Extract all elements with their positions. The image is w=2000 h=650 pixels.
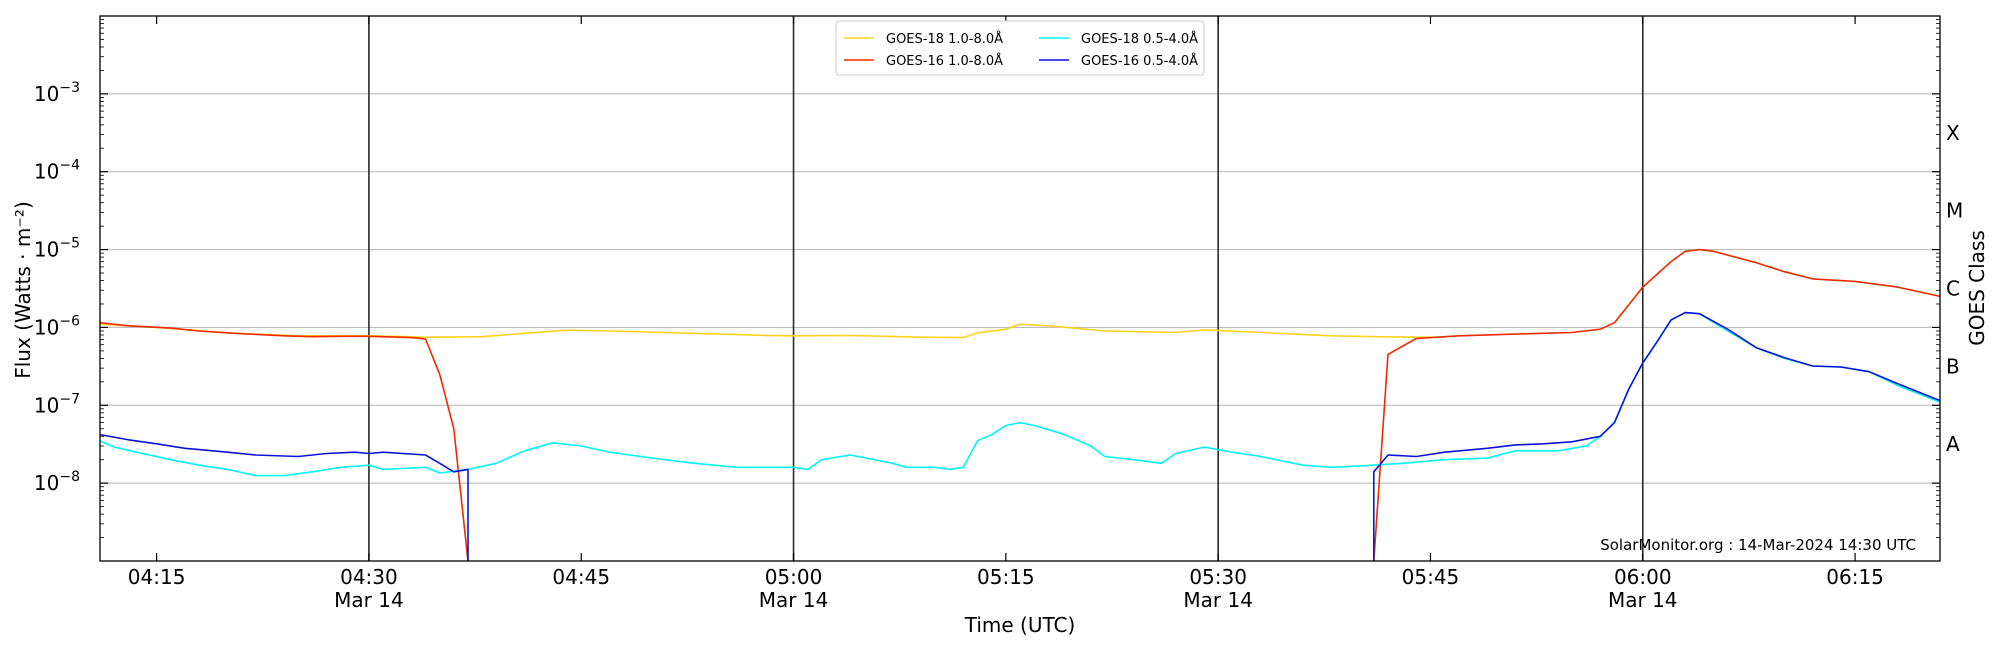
goes-class-label: A: [1946, 432, 1960, 456]
legend-label: GOES-16 1.0-8.0Å: [886, 53, 1003, 69]
y-axis-title: Flux (Watts · m⁻²): [11, 201, 35, 379]
x-tick-sublabel: Mar 14: [334, 588, 404, 612]
series-line: [1373, 311, 1941, 561]
goes-class-label: C: [1946, 277, 1960, 301]
goes-class-label: M: [1946, 199, 1963, 223]
x-tick-label: 04:15: [128, 565, 186, 589]
plot-frame: [99, 15, 1941, 562]
series-layer: [99, 248, 1941, 562]
legend: GOES-18 1.0-8.0Å GOES-16 1.0-8.0Å GOES-18 …: [835, 20, 1205, 76]
y-tick-label: 10−5: [34, 236, 80, 262]
x-tick-sublabel: Mar 14: [1608, 588, 1678, 612]
legend-label: GOES-18 1.0-8.0Å: [886, 31, 1003, 47]
goes-class-label: B: [1946, 354, 1960, 378]
vertical-marker-layer: [368, 16, 1644, 561]
x-tick-label: 05:45: [1402, 565, 1460, 589]
y-tick-label: 10−3: [34, 80, 80, 106]
series-line: [99, 321, 469, 562]
x-tick-label: 06:15: [1826, 565, 1884, 589]
y-tick-label: 10−8: [34, 469, 80, 495]
x-tick-label: 05:00: [765, 565, 823, 589]
x-tick-sublabel: Mar 14: [759, 588, 829, 612]
source-annotation: SolarMonitor.org : 14-Mar-2024 14:30 UTC: [1600, 536, 1916, 554]
x-tick-label: 06:00: [1614, 565, 1672, 589]
legend-label: GOES-18 0.5-4.0Å: [1081, 31, 1198, 47]
legend-box: [835, 20, 1205, 76]
y-tick-label: 10−4: [34, 158, 80, 184]
x-tick-label: 04:30: [340, 565, 398, 589]
goes-class-label: X: [1946, 121, 1960, 145]
x-axis-title: Time (UTC): [964, 613, 1076, 637]
y-tick-label: 10−7: [34, 391, 80, 417]
y2-axis-title: GOES Class: [1965, 230, 1989, 346]
y-tick-label: 10−6: [34, 313, 80, 339]
x-tick-sublabel: Mar 14: [1183, 588, 1253, 612]
x-tick-label: 05:30: [1189, 565, 1247, 589]
series-line: [99, 433, 469, 561]
legend-label: GOES-16 0.5-4.0Å: [1081, 53, 1198, 69]
x-tick-label: 04:45: [552, 565, 610, 589]
series-line: [1373, 248, 1941, 562]
grid-layer: [100, 93, 1940, 484]
x-tick-label: 05:15: [977, 565, 1035, 589]
